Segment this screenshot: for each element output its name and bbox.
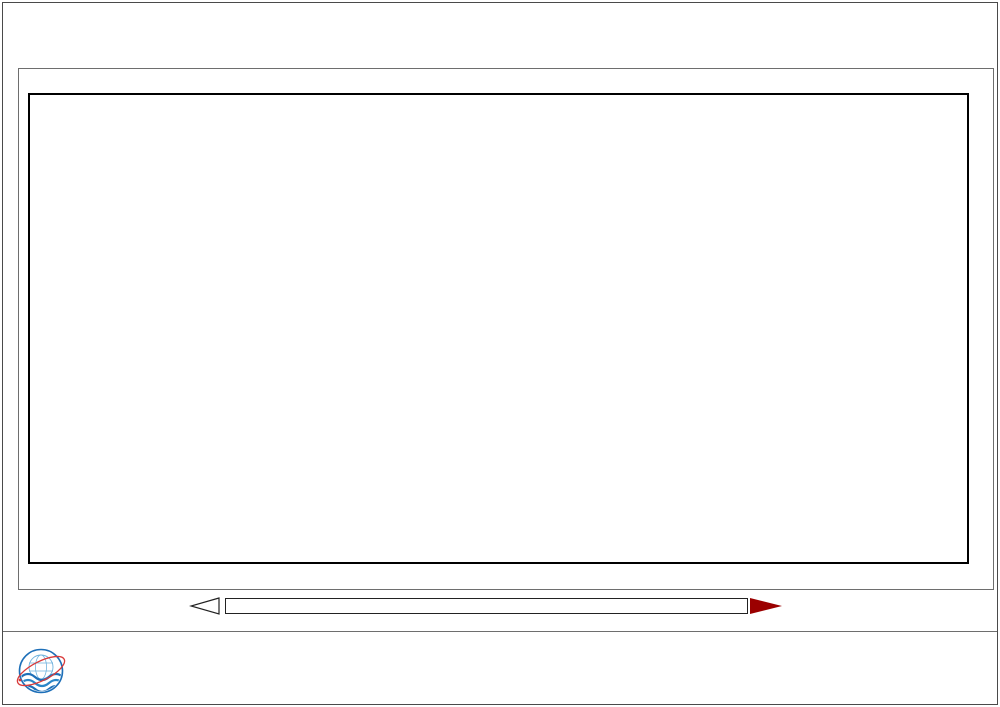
colorbar-left-arrow-icon [189,597,220,615]
footer-element-name [785,679,789,695]
footer-mapping-unit [75,648,85,664]
colorbar-right-arrow-icon [750,598,782,614]
world-wind-field-canvas [30,95,967,562]
footer-mapping-date [75,679,79,695]
footer-scale [455,679,465,695]
colorbar [225,598,748,614]
footer-data-type [785,648,789,664]
footer-coordinate-system [455,648,465,664]
nsoas-logo-icon [16,648,66,694]
map-frame [28,93,969,564]
footer-separator [3,631,997,632]
map-panel [18,68,994,590]
